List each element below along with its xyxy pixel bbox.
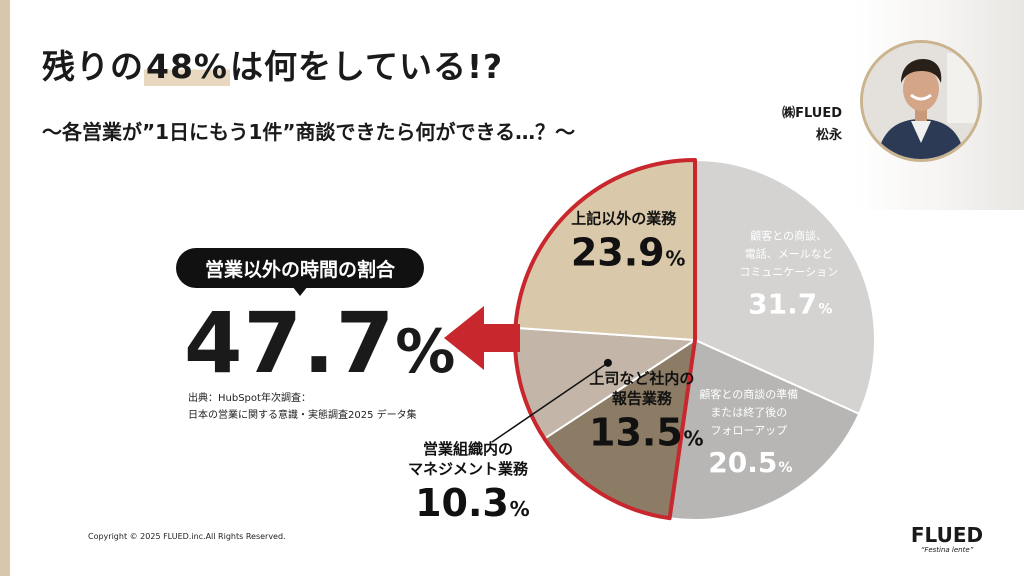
person-icon (863, 43, 979, 159)
page-title: 残りの48%は何をしている!? (42, 40, 503, 88)
pie-slice-communication (694, 158, 876, 416)
logo-tagline: “Festina lente” (920, 546, 974, 554)
slice-value: 31.7 (748, 287, 817, 320)
title-suffix: は何をしている!? (230, 47, 504, 86)
slice-label: 報告業務 (612, 390, 673, 408)
callout-number: 47.7 (184, 294, 396, 392)
slice-unit: % (778, 460, 792, 476)
pie-slice-followup (668, 338, 861, 521)
slice-label: 上司など社内の (589, 370, 694, 388)
source-note: 出典：HubSpot年次調査： 日本の営業に関する意識・実態調査2025 データ… (188, 390, 417, 424)
slice-label: フォローアップ (711, 424, 788, 437)
slice-value: 13.5 (589, 411, 683, 455)
slice-value: 10.3 (415, 481, 509, 525)
slice-unit: % (818, 301, 832, 317)
slice-label: コミュニケーション (739, 265, 838, 278)
slice-unit: % (510, 497, 530, 521)
slice-unit: % (684, 427, 704, 451)
callout-value: 47.7% (184, 298, 456, 397)
presenter-company: ㈱FLUED (782, 106, 842, 121)
slice-label: マネジメント業務 (408, 460, 529, 478)
callout-unit: % (395, 317, 457, 387)
slice-value: 20.5 (708, 446, 777, 479)
title-highlight: 48% (144, 47, 230, 86)
presenter-name: 松永 (815, 128, 842, 143)
page-subtitle: 〜各営業が”1日にもう1件”商談できたら何ができる…？〜 (42, 120, 576, 144)
slice-label: 上記以外の業務 (571, 210, 677, 228)
slice-label: 顧客との商談、 (750, 228, 827, 242)
slice-value: 23.9 (571, 231, 665, 275)
slice-label: 電話、メールなど (745, 246, 833, 260)
arrow-icon (444, 306, 520, 370)
left-accent-bar (0, 0, 10, 576)
presenter-avatar (860, 40, 982, 162)
source-line-1: 出典：HubSpot年次調査： (188, 393, 311, 404)
callout-label-badge: 営業以外の時間の割合 (176, 248, 424, 288)
copyright-text: Copyright © 2025 FLUED.inc.All Rights Re… (88, 532, 286, 541)
slice-unit: % (665, 247, 685, 271)
callout-badge-pointer (292, 286, 308, 296)
slice-label: 顧客との商談の準備 (699, 387, 798, 401)
pie-slices (514, 158, 876, 521)
leader-line (491, 362, 609, 443)
slice-label: 営業組織内の (423, 440, 513, 458)
flued-logo: FLUED “Festina lente” (902, 524, 992, 555)
title-prefix: 残りの (42, 47, 144, 86)
slice-label: または終了後の (710, 405, 787, 419)
logo-name: FLUED (910, 523, 984, 547)
presenter-info: ㈱FLUED 松永 (780, 103, 842, 147)
source-line-2: 日本の営業に関する意識・実態調査2025 データ集 (188, 410, 417, 421)
